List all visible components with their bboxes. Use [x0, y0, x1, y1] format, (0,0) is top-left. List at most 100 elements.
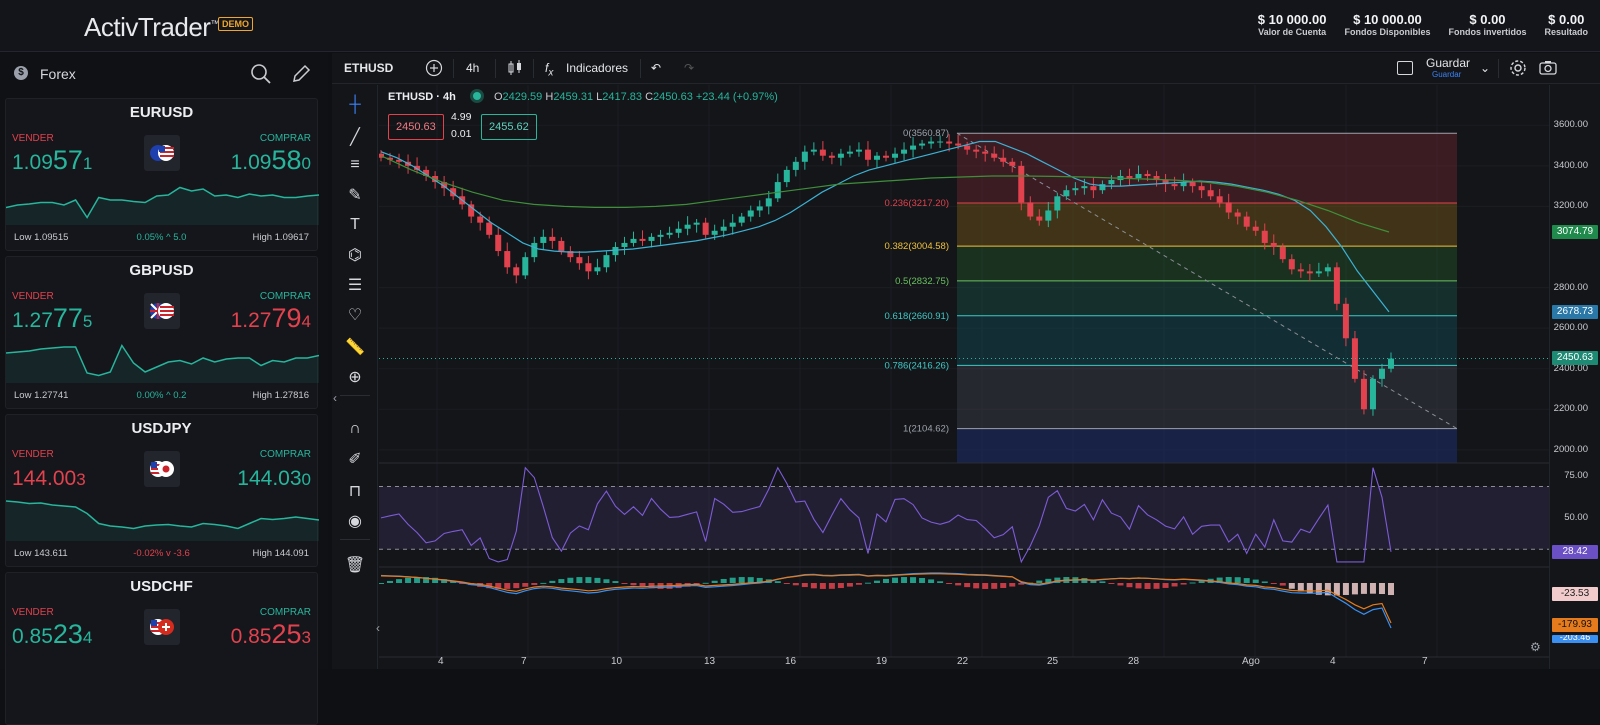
- candle[interactable]: [1388, 358, 1394, 369]
- candle[interactable]: [450, 188, 457, 197]
- candle[interactable]: [1216, 196, 1223, 203]
- candle[interactable]: [720, 226, 727, 231]
- price-axis[interactable]: 3600.00 3400.00 3200.00 2800.00 2600.00 2400.…: [1549, 85, 1600, 669]
- candle[interactable]: [1243, 216, 1250, 227]
- candle[interactable]: [540, 236, 547, 243]
- candle[interactable]: [892, 153, 899, 158]
- candle[interactable]: [630, 238, 637, 243]
- candle[interactable]: [1351, 338, 1358, 379]
- candle[interactable]: [1144, 173, 1151, 176]
- candle[interactable]: [693, 222, 700, 225]
- rsi-line[interactable]: [380, 466, 1392, 564]
- candle[interactable]: [396, 159, 403, 162]
- candle[interactable]: [1009, 161, 1016, 166]
- candle[interactable]: [1108, 180, 1115, 185]
- redo-icon[interactable]: ↷: [684, 61, 695, 75]
- candle[interactable]: [810, 149, 817, 152]
- candle[interactable]: [1180, 182, 1187, 187]
- candle[interactable]: [991, 153, 998, 158]
- sell-price-button[interactable]: 1.09571: [12, 145, 92, 176]
- fib-retracement-icon[interactable]: ☰: [347, 277, 363, 294]
- candle[interactable]: [477, 216, 484, 223]
- candle[interactable]: [1153, 176, 1160, 181]
- candle[interactable]: [1342, 303, 1349, 339]
- candle[interactable]: [387, 157, 394, 160]
- chevron-down-icon[interactable]: ⌄: [1480, 61, 1491, 75]
- candle[interactable]: [774, 182, 781, 199]
- candle[interactable]: [1081, 186, 1088, 189]
- candle[interactable]: [1018, 165, 1025, 203]
- lock-drawing-icon[interactable]: ✐: [348, 451, 362, 468]
- buy-price-button[interactable]: 0.85253: [231, 619, 311, 650]
- candle[interactable]: [1135, 173, 1142, 179]
- candle[interactable]: [883, 155, 889, 158]
- candle[interactable]: [423, 169, 430, 176]
- candle[interactable]: [1324, 267, 1331, 272]
- candle[interactable]: [1027, 202, 1034, 217]
- trash-icon[interactable]: 🗑: [344, 557, 366, 574]
- candle[interactable]: [1189, 182, 1196, 187]
- candle[interactable]: [792, 161, 799, 170]
- moving-average-fast[interactable]: [380, 140, 1390, 313]
- candle[interactable]: [964, 145, 971, 150]
- candle[interactable]: [1333, 267, 1340, 304]
- candle[interactable]: [1126, 176, 1133, 179]
- candle[interactable]: [495, 234, 502, 252]
- collapse-bottom-icon[interactable]: ‹: [376, 621, 380, 635]
- symbol-selector[interactable]: ETHUSD: [344, 61, 394, 75]
- candle[interactable]: [729, 222, 736, 227]
- candle[interactable]: [576, 257, 583, 264]
- sell-price-button[interactable]: 0.85234: [12, 619, 92, 650]
- instrument-card-usdchf[interactable]: USDCHF VENDER COMPRAR 0.85234 0.85253: [5, 572, 318, 725]
- eye-icon[interactable]: ◉: [348, 513, 362, 530]
- edit-icon[interactable]: [290, 63, 312, 88]
- candle[interactable]: [522, 257, 529, 276]
- brush-icon[interactable]: ✎: [348, 187, 362, 204]
- magnet-icon[interactable]: ∩: [349, 420, 361, 437]
- candle[interactable]: [738, 216, 745, 223]
- candle[interactable]: [973, 149, 980, 152]
- search-icon[interactable]: [250, 63, 272, 88]
- instrument-card-usdjpy[interactable]: USDJPY VENDER COMPRAR 144.003 144.030 Low 143…: [5, 414, 319, 567]
- candle[interactable]: [1234, 212, 1241, 217]
- candle[interactable]: [1279, 247, 1286, 260]
- candle[interactable]: [711, 230, 718, 235]
- candle[interactable]: [1369, 378, 1376, 410]
- candle[interactable]: [414, 165, 421, 170]
- pattern-icon[interactable]: ⌬: [348, 247, 362, 264]
- candle[interactable]: [982, 151, 989, 154]
- candle[interactable]: [1207, 190, 1214, 197]
- save-button[interactable]: Guardar: [1426, 56, 1471, 70]
- sidebar-title[interactable]: Forex: [40, 66, 76, 82]
- indicators-icon[interactable]: fx: [545, 61, 554, 79]
- candle[interactable]: [846, 151, 853, 154]
- candle[interactable]: [1054, 196, 1061, 211]
- candle[interactable]: [675, 228, 682, 233]
- candle[interactable]: [801, 151, 808, 162]
- candle[interactable]: [873, 155, 880, 160]
- horizontal-lines-icon[interactable]: ≡: [350, 156, 360, 173]
- candle[interactable]: [639, 238, 646, 241]
- candle[interactable]: [955, 143, 962, 146]
- macd-signal-line[interactable]: [380, 573, 1392, 624]
- candle[interactable]: [1000, 157, 1007, 162]
- candle[interactable]: [765, 198, 772, 207]
- candle[interactable]: [468, 204, 475, 217]
- candle[interactable]: [910, 145, 917, 150]
- zoom-in-icon[interactable]: ⊕: [348, 369, 362, 386]
- moving-average-slow[interactable]: [380, 155, 1390, 233]
- candle[interactable]: [937, 141, 944, 143]
- settings-icon[interactable]: [1508, 58, 1528, 81]
- buy-price-button[interactable]: 1.27794: [231, 303, 311, 334]
- sell-price-button[interactable]: 144.003: [12, 461, 86, 492]
- candle[interactable]: [1306, 271, 1313, 274]
- candle[interactable]: [1225, 202, 1232, 213]
- instrument-card-eurusd[interactable]: EURUSD VENDER COMPRAR 1.09571 1.09580 Low 1.0…: [5, 98, 319, 251]
- activtrader-logo[interactable]: ActivTrader™: [84, 12, 219, 43]
- candle[interactable]: [1063, 190, 1070, 197]
- candle[interactable]: [864, 149, 871, 160]
- candle[interactable]: [1360, 378, 1367, 410]
- trendline-icon[interactable]: ╱: [350, 129, 360, 146]
- candle[interactable]: [558, 240, 565, 252]
- buy-price-box[interactable]: 2455.62: [481, 114, 537, 140]
